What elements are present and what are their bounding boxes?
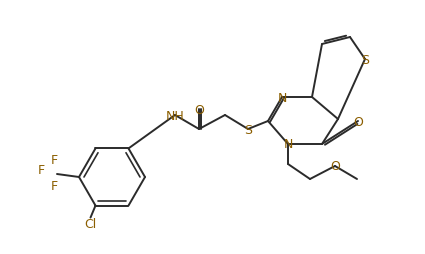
Text: Cl: Cl — [85, 217, 96, 230]
Text: S: S — [244, 123, 252, 136]
Text: S: S — [361, 53, 369, 66]
Text: O: O — [194, 103, 204, 116]
Text: N: N — [277, 91, 287, 104]
Text: O: O — [353, 115, 363, 128]
Text: F: F — [51, 154, 57, 167]
Text: F: F — [37, 164, 45, 177]
Text: N: N — [283, 138, 293, 151]
Text: F: F — [51, 180, 57, 193]
Text: O: O — [330, 160, 340, 173]
Text: NH: NH — [166, 109, 184, 122]
